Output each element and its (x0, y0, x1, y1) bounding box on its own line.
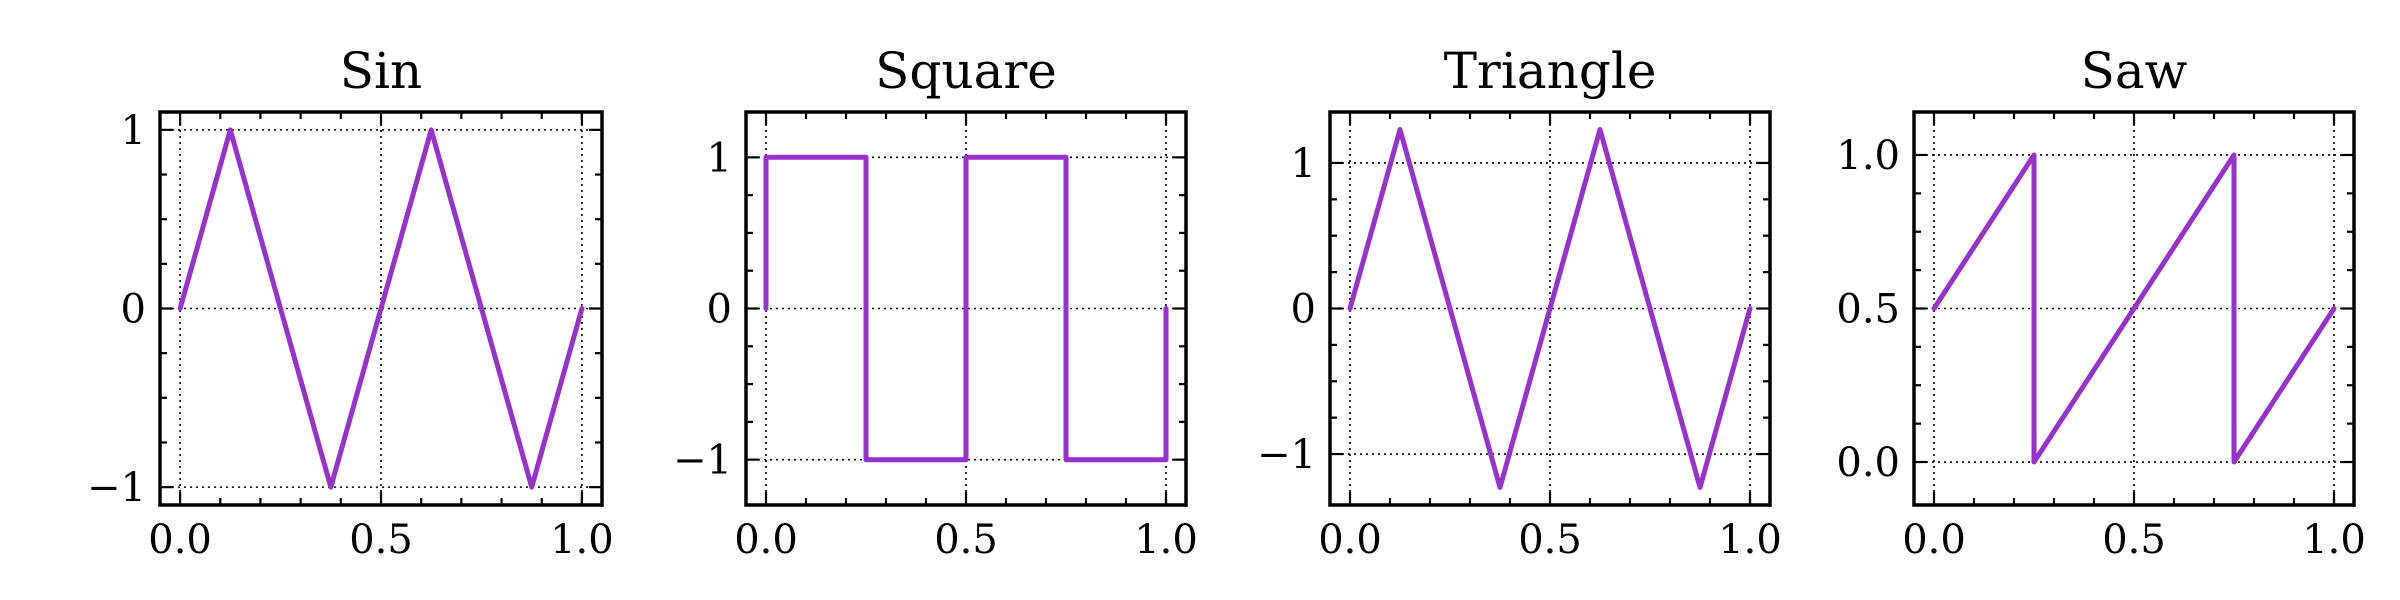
subplot-title: Saw (2081, 42, 2188, 100)
x-tick-label: 1.0 (2302, 517, 2366, 563)
x-tick-label: 0.0 (1902, 517, 1966, 563)
subplot-triangle: Triangle 0.0 0.5 1.0 −1 0 1 (1257, 42, 1782, 563)
x-tick-label: 1.0 (1718, 517, 1782, 563)
x-tick-label: 0.5 (349, 517, 413, 563)
y-tick-label: 0 (1291, 287, 1316, 333)
axes-frame (1912, 110, 2356, 507)
x-tick-label: 1.0 (1134, 517, 1198, 563)
subplot-title: Triangle (1444, 42, 1657, 100)
subplot-sin: Sin 0.0 0.5 1.0 −1 0 1 (87, 42, 614, 563)
subplot-saw: Saw 0.0 0.5 1.0 0.0 0.5 1.0 (1836, 42, 2365, 563)
y-tick-label: 0 (121, 287, 146, 333)
series-line (1931, 152, 2337, 465)
series-line (763, 154, 1169, 463)
subplot-title: Square (875, 42, 1057, 100)
axes-frame (1328, 110, 1772, 507)
y-tick-label: 1 (121, 108, 146, 154)
x-tick-label: 0.5 (1518, 517, 1582, 563)
x-tick-label: 0.0 (734, 517, 798, 563)
x-tick-label: 1.0 (550, 517, 614, 563)
y-tick-label: 1 (1291, 141, 1316, 187)
subplot-title: Sin (340, 42, 422, 100)
x-tick-label: 0.0 (148, 517, 212, 563)
x-tick-label: 0.5 (934, 517, 998, 563)
subplot-square: Square 0.0 0.5 1.0 −1 0 1 (673, 42, 1198, 563)
y-tick-label: −1 (87, 465, 146, 511)
y-tick-label: 1.0 (1836, 133, 1900, 179)
x-tick-label: 0.0 (1318, 517, 1382, 563)
axes-frame (158, 110, 604, 507)
series-line (177, 127, 585, 490)
y-tick-label: 0.0 (1836, 440, 1900, 486)
axes-frame (744, 110, 1188, 507)
y-tick-label: −1 (673, 438, 732, 484)
y-tick-label: −1 (1257, 432, 1316, 478)
y-tick-label: 1 (707, 135, 732, 181)
x-tick-label: 0.5 (2102, 517, 2166, 563)
y-tick-label: 0 (707, 287, 732, 333)
y-tick-label: 0.5 (1836, 287, 1900, 333)
series-line (1347, 127, 1753, 490)
